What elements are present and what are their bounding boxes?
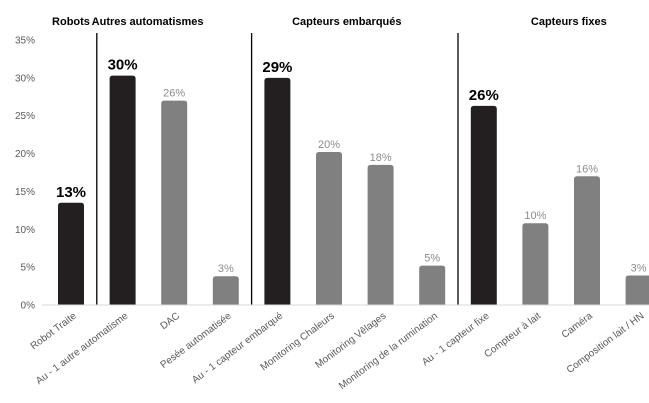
bar xyxy=(264,77,291,305)
value-label: 29% xyxy=(262,59,292,76)
value-labels: 13% 30% 26% 3% 29% 20% 18% 5% 26% 10% 16% 3% xyxy=(56,57,647,276)
y-tick-label: 30% xyxy=(15,73,35,84)
bar xyxy=(316,152,342,305)
category-label: Au - 1 autre automatisme xyxy=(34,310,131,387)
bar xyxy=(109,75,136,305)
value-label: 26% xyxy=(163,88,185,100)
value-label: 20% xyxy=(318,139,340,151)
group-label: Capteurs fixes xyxy=(531,16,607,28)
value-label: 3% xyxy=(218,263,234,275)
value-label: 13% xyxy=(56,184,86,201)
value-label: 30% xyxy=(108,57,138,74)
y-tick-label: 25% xyxy=(15,111,35,122)
bar xyxy=(574,176,600,305)
bar xyxy=(367,164,394,305)
category-label: Monitoring de la rumination xyxy=(337,311,440,392)
group-label: Robots xyxy=(52,16,90,28)
bar xyxy=(419,265,446,305)
value-label: 10% xyxy=(524,210,546,222)
bar xyxy=(625,275,649,305)
y-tick-label: 0% xyxy=(21,301,36,312)
bar xyxy=(161,100,188,305)
category-label: Compteur à lait xyxy=(482,310,543,360)
y-tick-label: 5% xyxy=(21,263,36,274)
value-label: 16% xyxy=(576,163,598,175)
value-label: 18% xyxy=(370,152,392,164)
value-label: 26% xyxy=(469,87,499,104)
y-tick-label: 35% xyxy=(15,36,35,47)
group-labels: Robots Autres automatismes Capteurs embarq… xyxy=(52,16,607,28)
category-label: DAC xyxy=(159,311,182,332)
bar xyxy=(522,223,549,305)
bar xyxy=(58,202,84,305)
value-label: 3% xyxy=(631,262,647,274)
category-label: Caméra xyxy=(560,310,595,340)
bar xyxy=(470,105,497,305)
y-tick-label: 20% xyxy=(15,149,35,160)
group-separators xyxy=(96,33,459,305)
group-label: Autres automatismes xyxy=(92,16,204,28)
category-label: Robot Traite xyxy=(29,310,79,352)
group-label: Capteurs embarqués xyxy=(292,16,401,28)
y-tick-label: 10% xyxy=(15,225,35,236)
category-label: Au - 1 capteur embarqué xyxy=(190,310,285,386)
value-label: 5% xyxy=(424,253,440,265)
y-tick-label: 15% xyxy=(15,187,35,198)
y-axis: 0% 5% 10% 15% 20% 25% 30% 35% xyxy=(15,36,35,312)
bar xyxy=(212,276,239,305)
bars xyxy=(58,75,649,305)
